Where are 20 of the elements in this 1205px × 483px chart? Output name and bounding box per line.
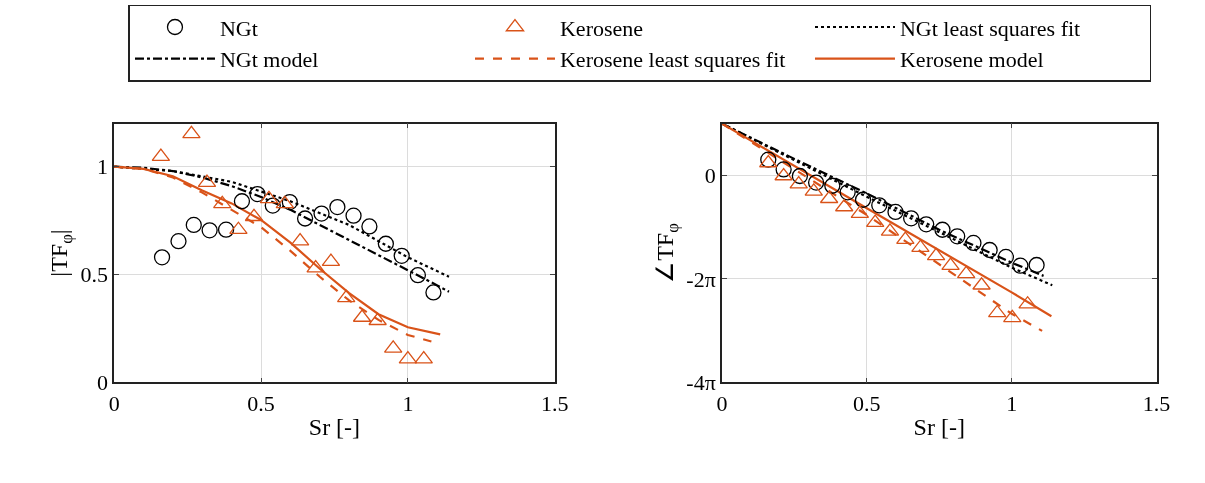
y-tick-label: -4π [686, 370, 716, 396]
x-tick-label: 1 [1006, 390, 1018, 416]
y-tick-label: 1 [97, 154, 109, 180]
x-axis-title: Sr [-] [913, 414, 965, 441]
legend-label: Kerosene [559, 15, 644, 41]
legend-label: NGt least squares fit [899, 15, 1081, 41]
legend-label: NGt model [219, 47, 319, 73]
x-tick-label: 1 [402, 390, 414, 416]
legend-label: Kerosene model [899, 47, 1044, 73]
legend-label: NGt [219, 15, 258, 41]
y-tick-label: 0 [704, 163, 716, 189]
x-tick-label: 0.5 [247, 390, 275, 416]
legend-label: Kerosene least squares fit [559, 47, 786, 73]
x-tick-label: 1.5 [1142, 390, 1171, 416]
y-tick-label: -2π [686, 266, 716, 292]
y-tick-label: 0.5 [80, 262, 109, 288]
x-tick-label: 0.5 [853, 390, 881, 416]
x-tick-label: 1.5 [540, 390, 569, 416]
y-tick-label: 0 [97, 370, 109, 396]
x-axis-title: Sr [-] [308, 414, 361, 441]
